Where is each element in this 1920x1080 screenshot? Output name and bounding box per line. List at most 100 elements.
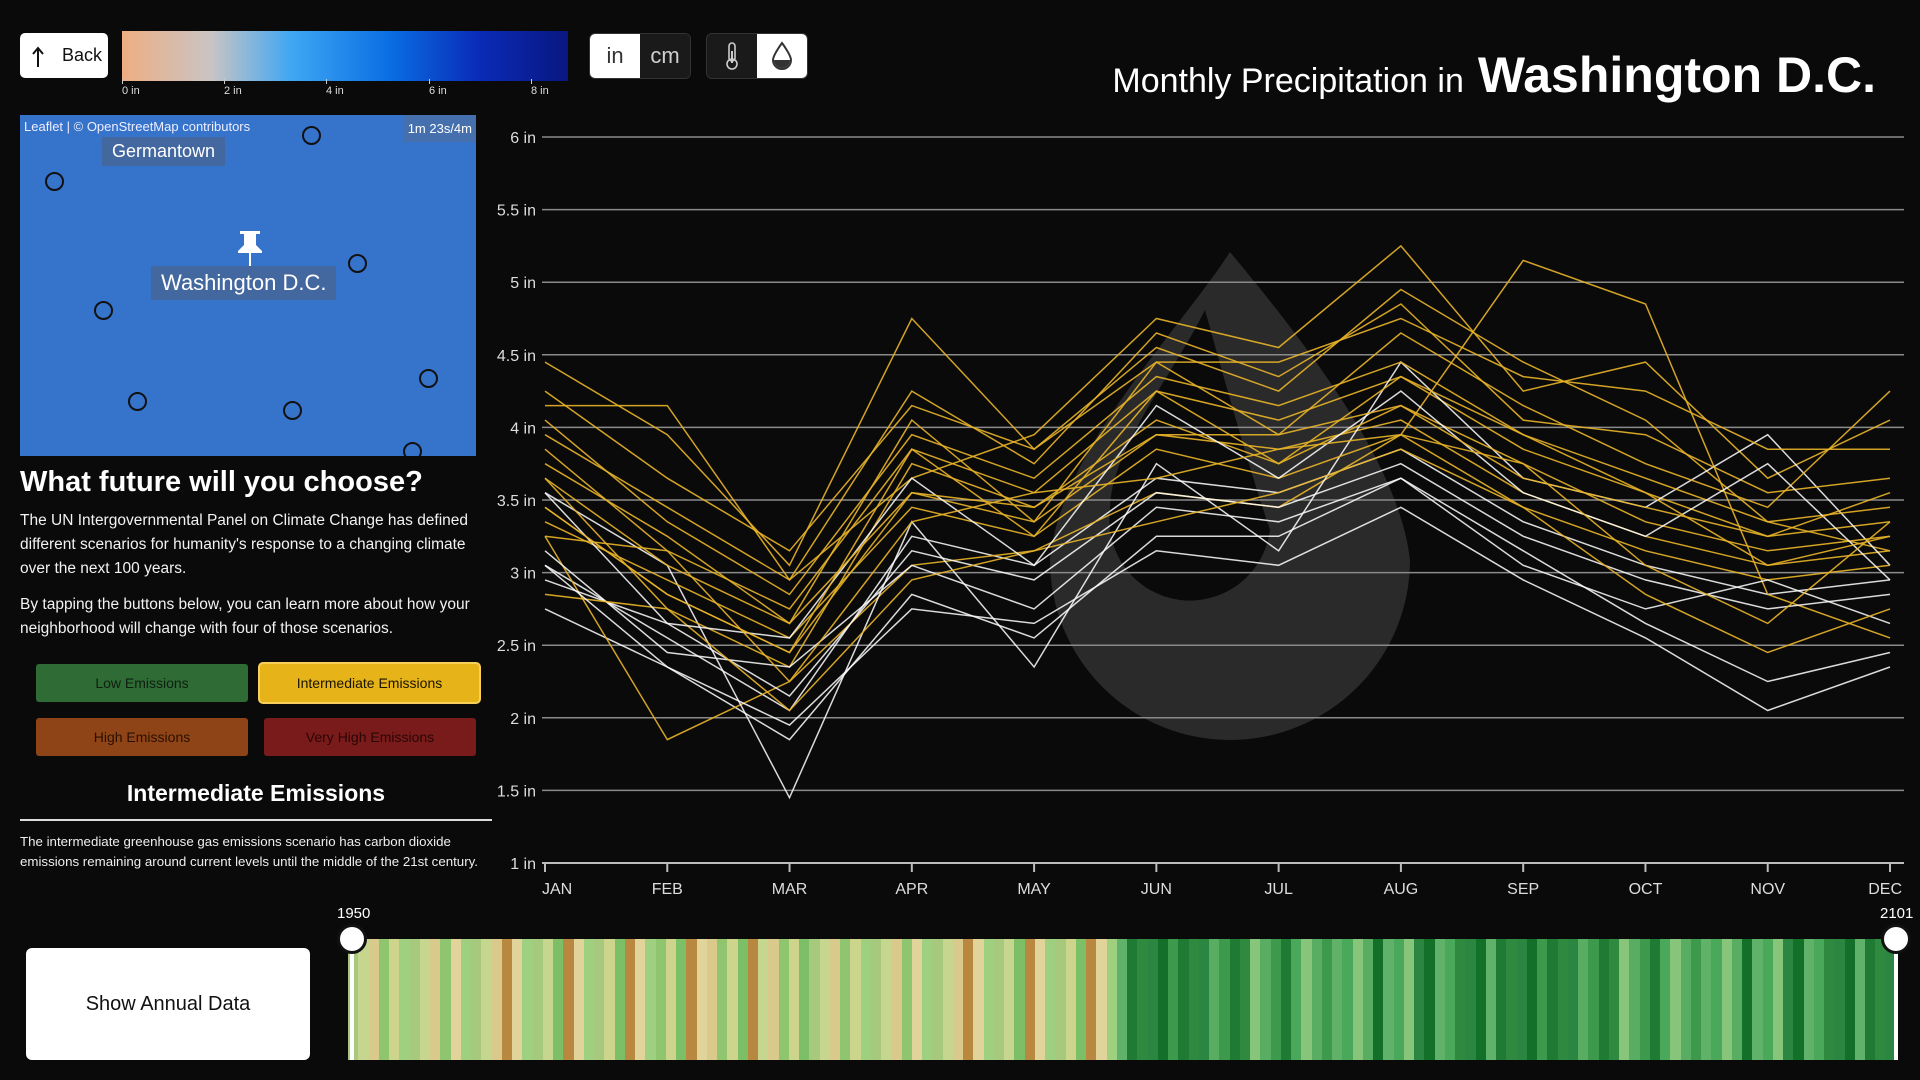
timeline-year-stripe xyxy=(1485,939,1496,1060)
timeline-year-stripe xyxy=(665,939,676,1060)
timeline-year-stripe xyxy=(819,939,830,1060)
timeline-year-stripe xyxy=(450,939,461,1060)
x-tick-label: MAY xyxy=(1017,881,1051,898)
map-label-germantown[interactable]: Germantown xyxy=(102,137,226,166)
timeline-year-stripe xyxy=(1373,939,1384,1060)
low-emissions-button[interactable]: Low Emissions xyxy=(36,664,248,702)
y-tick-label: 3.5 in xyxy=(497,493,536,510)
page-title: Monthly Precipitation in Washington D.C. xyxy=(1112,46,1876,104)
y-tick-label: 6 in xyxy=(510,130,536,147)
y-tick-label: 5.5 in xyxy=(497,203,536,220)
precipitation-series-line xyxy=(544,375,1891,654)
timeline-year-stripe xyxy=(1444,939,1455,1060)
map-station-marker[interactable] xyxy=(283,401,302,420)
timeline-year-stripe xyxy=(1127,939,1138,1060)
unit-in-button[interactable]: in xyxy=(590,34,640,78)
timeline-year-stripe xyxy=(1690,939,1701,1060)
map-label-washington[interactable]: Washington D.C. xyxy=(151,266,337,300)
map-station-marker[interactable] xyxy=(348,254,367,273)
timeline-year-stripe xyxy=(901,939,912,1060)
temperature-mode-button[interactable] xyxy=(707,34,757,78)
timeline-year-stripe xyxy=(1824,939,1835,1060)
timeline-year-stripe xyxy=(1803,939,1814,1060)
water-drop-watermark-icon xyxy=(1050,252,1410,740)
timeline-year-stripe xyxy=(1619,939,1630,1060)
timeline-year-stripe xyxy=(1250,939,1261,1060)
high-emissions-button[interactable]: High Emissions xyxy=(36,718,248,756)
timeline-year-stripe xyxy=(686,939,697,1060)
timeline-year-stripe xyxy=(1239,939,1250,1060)
title-prefix: Monthly Precipitation in xyxy=(1112,62,1464,100)
timeline-year-stripe xyxy=(1086,939,1097,1060)
very-high-emissions-button[interactable]: Very High Emissions xyxy=(264,718,476,756)
timeline-year-stripe xyxy=(1219,939,1230,1060)
timeline-year-stripe xyxy=(1260,939,1271,1060)
precipitation-series-line xyxy=(544,448,1891,712)
timeline-year-stripe xyxy=(399,939,410,1060)
timeline-year-stripe xyxy=(1875,939,1886,1060)
timeline-start-handle[interactable] xyxy=(337,924,367,954)
x-tick-label: DEC xyxy=(1868,881,1902,898)
timeline-year-stripe xyxy=(1475,939,1486,1060)
timeline-year-stripe xyxy=(389,939,400,1060)
x-tick-label: APR xyxy=(895,881,928,898)
instruction-paragraph: By tapping the buttons below, you can le… xyxy=(20,596,470,637)
timeline-year-stripe xyxy=(532,939,543,1060)
intro-paragraph: The UN Intergovernmental Panel on Climat… xyxy=(20,512,469,577)
timeline-year-stripe xyxy=(1506,939,1517,1060)
y-tick-label: 1 in xyxy=(510,856,536,873)
timeline-year-stripe xyxy=(1701,939,1712,1060)
timeline-year-stripe xyxy=(758,939,769,1060)
location-map[interactable]: Leaflet | © OpenStreetMap contributors 1… xyxy=(20,115,476,456)
map-station-marker[interactable] xyxy=(94,301,113,320)
x-tick-label: SEP xyxy=(1507,881,1539,898)
timeline-year-stripe xyxy=(1301,939,1312,1060)
timeline-year-stripe xyxy=(553,939,564,1060)
timeline-year-stripe xyxy=(1516,939,1527,1060)
precipitation-mode-button[interactable] xyxy=(757,34,807,78)
timeline-year-stripe xyxy=(1116,939,1127,1060)
timeline-year-stripe xyxy=(573,939,584,1060)
timeline-year-stripe xyxy=(1670,939,1681,1060)
timeline-year-stripe xyxy=(1198,939,1209,1060)
y-tick-label: 5 in xyxy=(510,275,536,292)
timeline-year-stripe xyxy=(1362,939,1373,1060)
x-tick-label: JAN xyxy=(542,881,572,898)
timeline-year-stripe xyxy=(891,939,902,1060)
map-station-marker[interactable] xyxy=(128,392,147,411)
timeline-year-stripe xyxy=(1721,939,1732,1060)
intermediate-emissions-button[interactable]: Intermediate Emissions xyxy=(260,664,479,702)
timeline-year-stripe xyxy=(1526,939,1537,1060)
back-button[interactable]: Back xyxy=(20,33,108,78)
timeline-end-handle[interactable] xyxy=(1881,924,1911,954)
selected-scenario-title: Intermediate Emissions xyxy=(20,780,492,821)
map-station-marker[interactable] xyxy=(45,172,64,191)
timeline-year-stripe xyxy=(594,939,605,1060)
x-tick-label: MAR xyxy=(772,881,808,898)
timeline-year-stripe xyxy=(635,939,646,1060)
show-annual-data-button[interactable]: Show Annual Data xyxy=(26,948,310,1060)
x-tick-label: FEB xyxy=(652,881,683,898)
map-station-marker[interactable] xyxy=(302,126,321,145)
timeline-year-stripe xyxy=(1332,939,1343,1060)
selected-scenario-description: The intermediate greenhouse gas emission… xyxy=(20,834,478,869)
back-label: Back xyxy=(62,45,103,65)
timeline-year-stripe xyxy=(1649,939,1660,1060)
timeline-year-stripe xyxy=(881,939,892,1060)
timeline-year-stripe xyxy=(1772,939,1783,1060)
timeline-year-stripe xyxy=(1496,939,1507,1060)
x-tick-label: OCT xyxy=(1629,881,1663,898)
timeline-year-stripe xyxy=(1014,939,1025,1060)
timeline-year-stripe xyxy=(501,939,512,1060)
map-station-marker[interactable] xyxy=(403,442,422,456)
timeline-year-stripe xyxy=(1557,939,1568,1060)
timeline-year-stripe xyxy=(1291,939,1302,1060)
timeline-year-stripe xyxy=(737,939,748,1060)
year-range-timeline[interactable] xyxy=(348,939,1896,1060)
timeline-year-stripe xyxy=(840,939,851,1060)
unit-cm-button[interactable]: cm xyxy=(640,34,690,78)
timeline-year-stripe xyxy=(1844,939,1855,1060)
map-station-marker[interactable] xyxy=(419,369,438,388)
back-arrow-icon xyxy=(32,45,44,67)
timeline-year-stripe xyxy=(1865,939,1876,1060)
